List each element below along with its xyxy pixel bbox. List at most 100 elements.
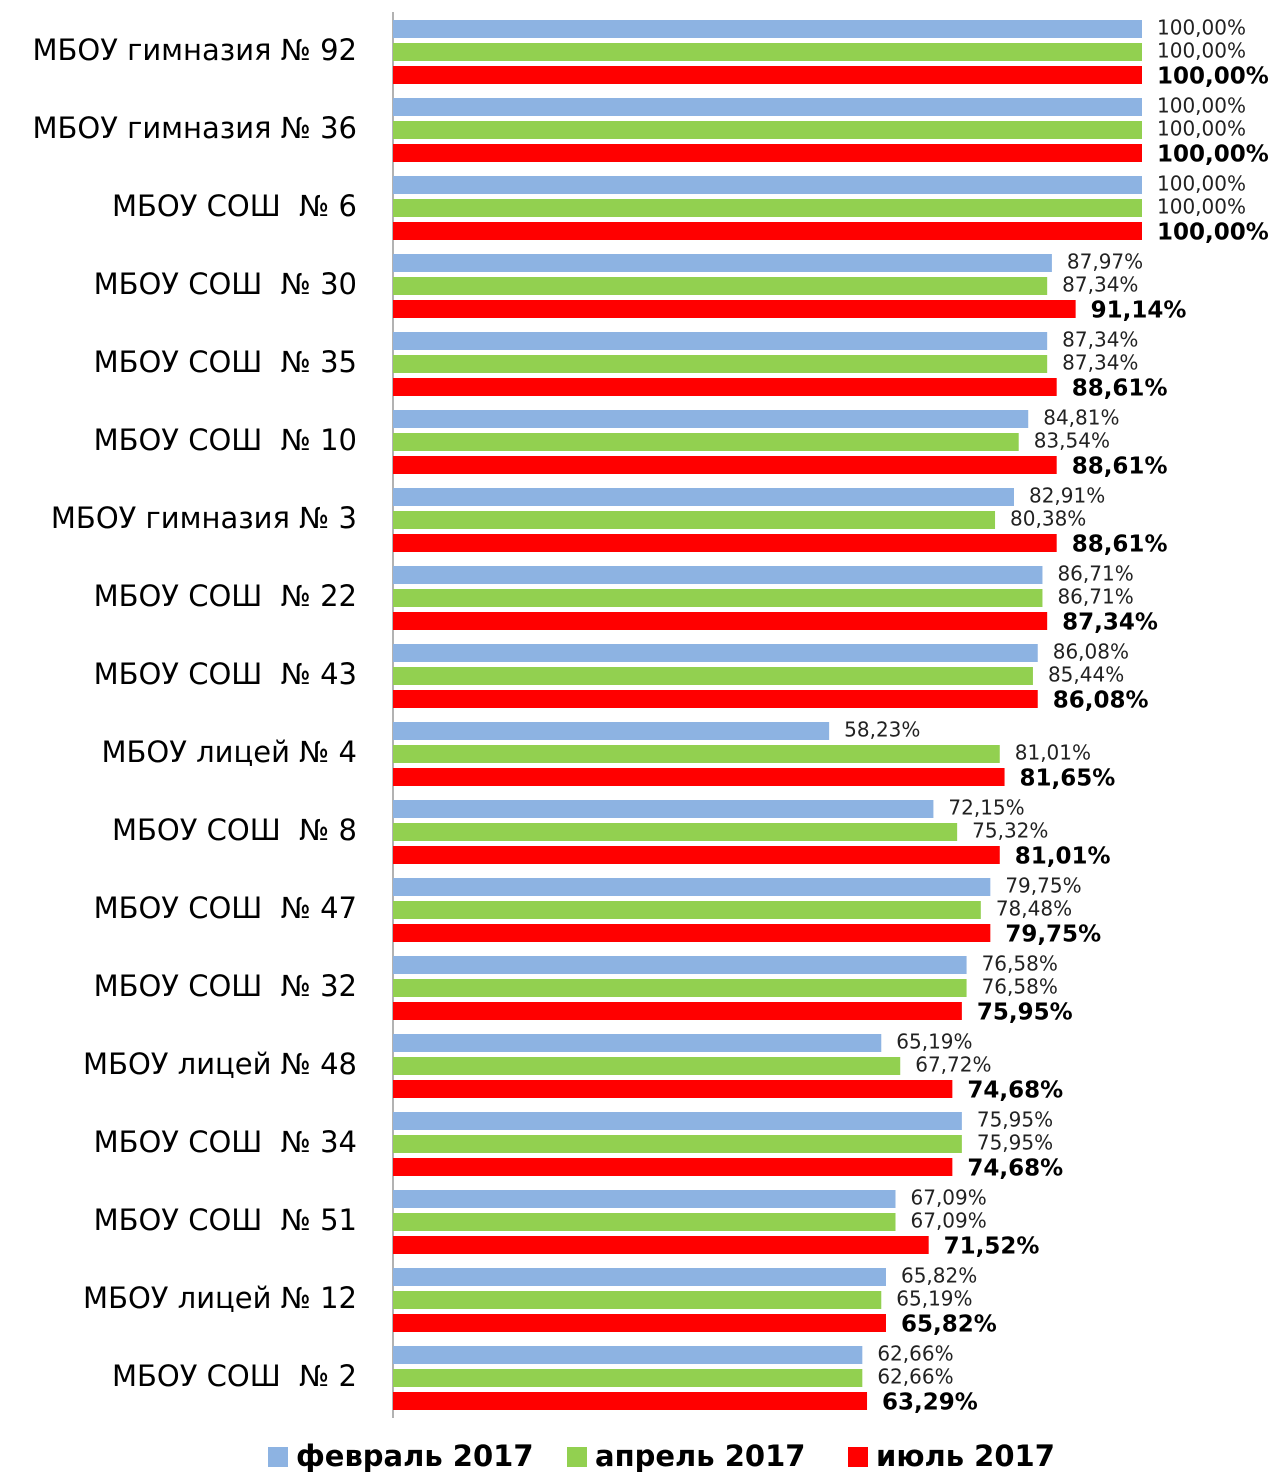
bar bbox=[393, 956, 967, 974]
value-label: 62,66% bbox=[877, 1342, 953, 1366]
value-label: 100,00% bbox=[1157, 94, 1246, 118]
bar bbox=[393, 1112, 962, 1130]
value-label: 62,66% bbox=[877, 1365, 953, 1389]
bar bbox=[393, 1057, 901, 1075]
bar bbox=[393, 222, 1142, 240]
value-label: 82,91% bbox=[1029, 484, 1105, 508]
category-label: МБОУ гимназия № 92 bbox=[32, 33, 357, 67]
value-label: 91,14% bbox=[1091, 298, 1187, 324]
bar bbox=[393, 98, 1142, 116]
value-label: 58,23% bbox=[844, 718, 920, 742]
bar bbox=[393, 456, 1057, 474]
value-label: 100,00% bbox=[1157, 39, 1246, 63]
value-label: 63,29% bbox=[882, 1390, 978, 1416]
value-label: 76,58% bbox=[982, 952, 1058, 976]
value-label: 67,09% bbox=[911, 1186, 987, 1210]
value-label: 79,75% bbox=[1005, 874, 1081, 898]
value-label: 87,34% bbox=[1062, 610, 1158, 636]
value-label: 100,00% bbox=[1157, 220, 1269, 246]
value-label: 75,95% bbox=[977, 1108, 1053, 1132]
value-label: 65,82% bbox=[901, 1264, 977, 1288]
bar bbox=[393, 121, 1142, 139]
bar bbox=[393, 644, 1038, 662]
bar bbox=[393, 924, 991, 942]
value-label: 75,32% bbox=[972, 819, 1048, 843]
category-label: МБОУ СОШ № 22 bbox=[94, 579, 357, 613]
bar bbox=[393, 1034, 882, 1052]
value-label: 65,19% bbox=[896, 1030, 972, 1054]
value-label: 87,97% bbox=[1067, 250, 1143, 274]
value-label: 100,00% bbox=[1157, 117, 1246, 141]
category-label: МБОУ СОШ № 32 bbox=[94, 969, 357, 1003]
value-label: 80,38% bbox=[1010, 507, 1086, 531]
bar bbox=[393, 722, 830, 740]
bar bbox=[393, 846, 1000, 864]
category-label: МБОУ гимназия № 36 bbox=[32, 111, 357, 145]
value-label: 81,01% bbox=[1015, 844, 1111, 870]
value-label: 67,72% bbox=[915, 1053, 991, 1077]
category-label: МБОУ СОШ № 43 bbox=[94, 657, 357, 691]
bar bbox=[393, 1135, 962, 1153]
value-label: 81,01% bbox=[1015, 741, 1091, 765]
legend-swatch bbox=[848, 1447, 868, 1467]
value-label: 100,00% bbox=[1157, 64, 1269, 90]
bar bbox=[393, 1080, 953, 1098]
bar bbox=[393, 1268, 886, 1286]
bar bbox=[393, 433, 1019, 451]
value-label: 86,71% bbox=[1057, 585, 1133, 609]
bar bbox=[393, 277, 1048, 295]
bar bbox=[393, 144, 1142, 162]
value-label: 83,54% bbox=[1034, 429, 1110, 453]
bar bbox=[393, 745, 1000, 763]
value-label: 87,34% bbox=[1062, 328, 1138, 352]
bar bbox=[393, 378, 1057, 396]
value-label: 86,71% bbox=[1057, 562, 1133, 586]
bar bbox=[393, 199, 1142, 217]
value-label: 88,61% bbox=[1072, 532, 1168, 558]
category-label: МБОУ лицей № 4 bbox=[102, 735, 358, 769]
bar bbox=[393, 901, 981, 919]
value-label: 67,09% bbox=[911, 1209, 987, 1233]
value-label: 65,19% bbox=[896, 1287, 972, 1311]
value-label: 78,48% bbox=[996, 897, 1072, 921]
bar bbox=[393, 1002, 962, 1020]
bar bbox=[393, 300, 1076, 318]
bar bbox=[393, 612, 1048, 630]
bar bbox=[393, 800, 934, 818]
category-label: МБОУ СОШ № 51 bbox=[94, 1203, 357, 1237]
category-label: МБОУ СОШ № 35 bbox=[94, 345, 357, 379]
value-label: 75,95% bbox=[977, 1131, 1053, 1155]
bar bbox=[393, 1314, 886, 1332]
value-label: 74,68% bbox=[967, 1156, 1063, 1182]
category-label: МБОУ СОШ № 30 bbox=[94, 267, 357, 301]
category-label: МБОУ СОШ № 47 bbox=[94, 891, 357, 925]
bar bbox=[393, 488, 1014, 506]
bar bbox=[393, 176, 1142, 194]
category-label: МБОУ СОШ № 10 bbox=[94, 423, 357, 457]
bar bbox=[393, 1291, 882, 1309]
category-label: МБОУ лицей № 12 bbox=[83, 1281, 357, 1315]
bar bbox=[393, 1213, 896, 1231]
value-label: 76,58% bbox=[982, 975, 1058, 999]
value-label: 87,34% bbox=[1062, 273, 1138, 297]
value-label: 72,15% bbox=[948, 796, 1024, 820]
bar bbox=[393, 20, 1142, 38]
bar bbox=[393, 690, 1038, 708]
bar bbox=[393, 589, 1043, 607]
value-label: 86,08% bbox=[1053, 640, 1129, 664]
bar bbox=[393, 355, 1048, 373]
value-label: 86,08% bbox=[1053, 688, 1149, 714]
bar bbox=[393, 511, 996, 529]
bar bbox=[393, 566, 1043, 584]
value-label: 71,52% bbox=[944, 1234, 1040, 1260]
category-label: МБОУ гимназия № 3 bbox=[51, 501, 357, 535]
legend-swatch bbox=[567, 1447, 587, 1467]
bar bbox=[393, 534, 1057, 552]
category-label: МБОУ СОШ № 34 bbox=[94, 1125, 357, 1159]
bar bbox=[393, 1190, 896, 1208]
bar bbox=[393, 254, 1052, 272]
value-label: 100,00% bbox=[1157, 16, 1246, 40]
value-label: 88,61% bbox=[1072, 454, 1168, 480]
legend-label: июль 2017 bbox=[876, 1439, 1055, 1473]
